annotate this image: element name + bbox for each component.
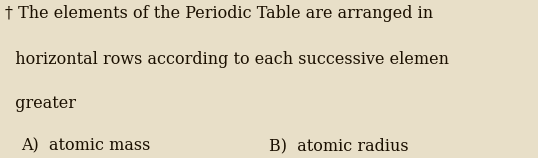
Text: † The elements of the Periodic Table are arranged in: † The elements of the Periodic Table are… — [5, 5, 434, 22]
Text: horizontal rows according to each successive elemen: horizontal rows according to each succes… — [5, 51, 449, 68]
Text: A)  atomic mass: A) atomic mass — [22, 137, 151, 155]
Text: B)  atomic radius: B) atomic radius — [269, 137, 409, 155]
Text: greater: greater — [5, 95, 76, 112]
